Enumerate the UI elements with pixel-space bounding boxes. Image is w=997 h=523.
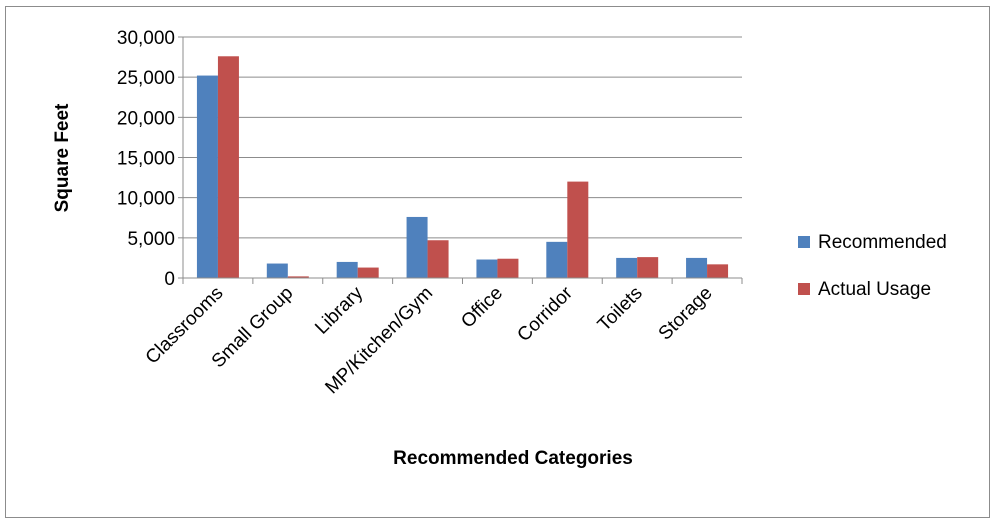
bar-recommended <box>686 257 708 278</box>
x-tick-label: Toilets <box>594 283 647 336</box>
bar-actual-usage <box>217 56 239 278</box>
y-tick-label: 25,000 <box>117 68 175 89</box>
x-tick-label: Office <box>457 283 507 333</box>
bar-actual-usage <box>567 181 589 278</box>
bar-actual-usage <box>427 240 449 278</box>
gridlines <box>183 36 742 239</box>
bar-recommended <box>546 241 568 278</box>
y-tick-labels: 0 5,000 10,000 15,000 20,000 25,000 30,000 <box>117 28 175 290</box>
y-tick-label: 15,000 <box>117 149 175 170</box>
x-tick-label: Corridor <box>513 282 577 346</box>
bar-actual-usage <box>637 257 659 278</box>
x-tick-label: Library <box>311 282 367 338</box>
y-tick-label: 5,000 <box>127 229 175 250</box>
legend-swatch <box>798 236 810 248</box>
y-tick-label: 20,000 <box>117 108 175 129</box>
bar-recommended <box>336 261 358 278</box>
bar-actual-usage <box>497 258 519 278</box>
bar-recommended <box>616 257 638 278</box>
bar-recommended <box>476 259 498 278</box>
bar-actual-usage <box>357 267 379 278</box>
bar-recommended <box>406 216 428 278</box>
y-axis-title: Square Feet <box>52 103 73 212</box>
axes <box>178 36 743 284</box>
y-tick-label: 0 <box>164 269 175 290</box>
bar-recommended <box>196 75 218 278</box>
bars <box>196 56 729 278</box>
x-axis-title: Recommended Categories <box>393 448 633 469</box>
legend-swatch <box>798 283 810 295</box>
bar-actual-usage <box>287 276 309 278</box>
y-tick-label: 10,000 <box>117 189 175 210</box>
bar-recommended <box>266 263 288 278</box>
legend-label: Actual Usage <box>818 279 931 300</box>
legend: Recommended Actual Usage <box>798 232 947 300</box>
legend-label: Recommended <box>818 232 947 253</box>
x-tick-label: Storage <box>655 283 717 345</box>
bar-actual-usage <box>707 264 729 278</box>
y-tick-label: 30,000 <box>117 28 175 49</box>
